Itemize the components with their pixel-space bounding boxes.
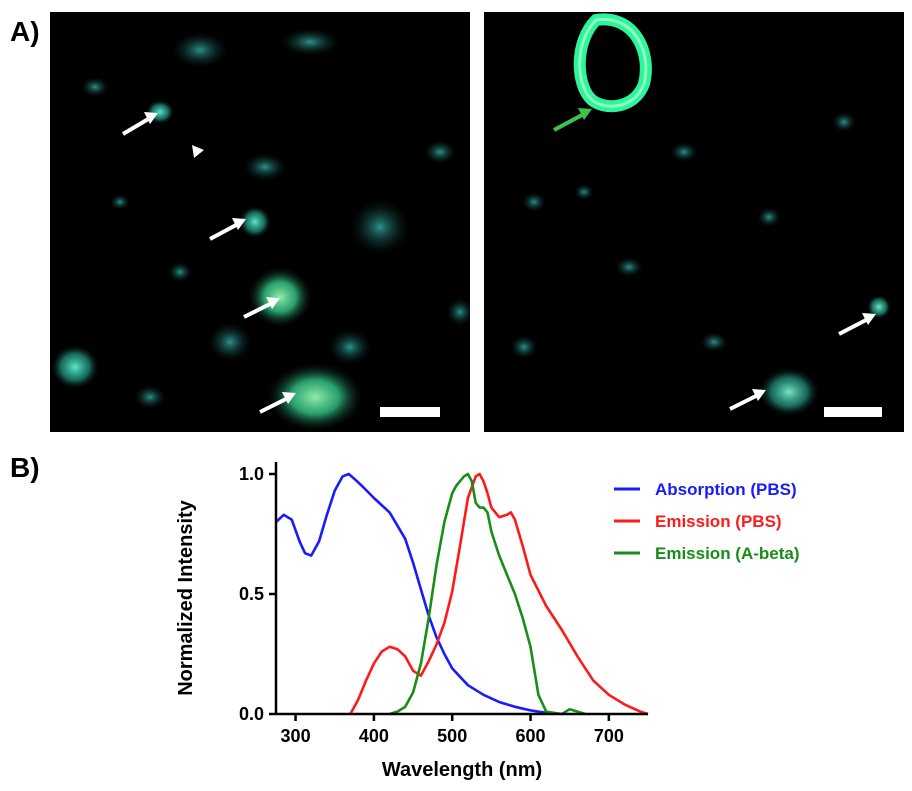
left-white-arrows xyxy=(121,112,296,414)
series-line-1 xyxy=(349,472,649,716)
left-scale-bar xyxy=(380,407,440,417)
micrograph-left-image xyxy=(51,28,470,431)
x-tick-label-400: 400 xyxy=(359,726,389,746)
panel-b-label: B) xyxy=(10,452,40,483)
chart-axes: 300 400 500 600 700 0.0 0.5 1.0 xyxy=(239,462,648,746)
right-white-arrows xyxy=(729,313,876,411)
y-tick-label-2: 1.0 xyxy=(239,464,264,484)
y-tick-label-0: 0.0 xyxy=(239,704,264,724)
legend-label-0: Absorption (PBS) xyxy=(655,480,797,499)
right-scale-bar xyxy=(824,407,882,417)
series-line-0 xyxy=(275,472,562,716)
x-tick-label-700: 700 xyxy=(594,726,624,746)
legend-label-1: Emission (PBS) xyxy=(655,512,782,531)
left-arrowhead xyxy=(192,145,204,158)
legend-label-2: Emission (A-beta) xyxy=(655,544,800,563)
micrograph-right xyxy=(484,12,904,432)
spectra-chart: 300 400 500 600 700 0.0 0.5 1.0 Wavelength (nm)… xyxy=(175,462,800,781)
right-fluorescent-deposits xyxy=(510,112,891,416)
x-axis-label: Wavelength (nm) xyxy=(382,759,542,781)
y-tick-label-1: 0.5 xyxy=(239,584,264,604)
plot-area xyxy=(275,472,649,716)
micrograph-right-image xyxy=(510,13,891,417)
x-tick-label-300: 300 xyxy=(281,726,311,746)
left-fluorescent-deposits xyxy=(51,28,470,431)
x-tick-label-600: 600 xyxy=(516,726,546,746)
right-blood-vessel xyxy=(573,13,652,113)
y-axis-label: Normalized Intensity xyxy=(175,499,197,695)
panel-a-label: A) xyxy=(10,16,40,47)
series-line-2 xyxy=(389,472,586,716)
right-green-arrow xyxy=(553,108,592,132)
micrograph-left xyxy=(50,12,470,432)
x-tick-label-500: 500 xyxy=(437,726,467,746)
chart-legend: Absorption (PBS) Emission (PBS) Emission (… xyxy=(614,480,800,563)
